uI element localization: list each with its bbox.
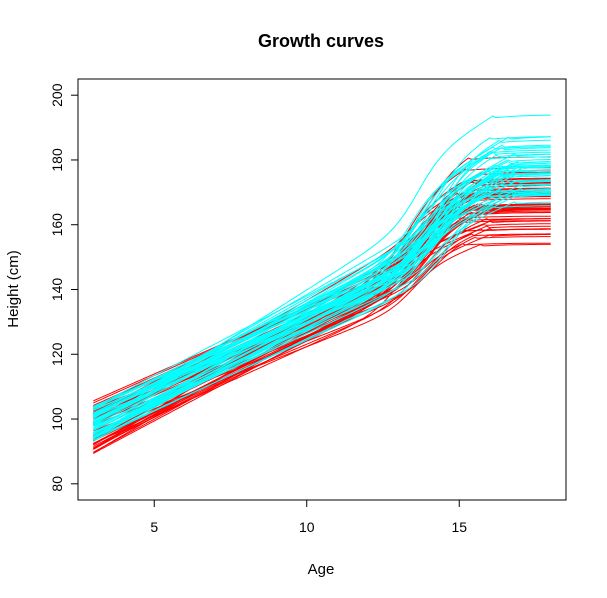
y-tick-label: 200 — [49, 83, 65, 107]
cyan-growth-curve — [93, 201, 551, 439]
x-axis-label: Age — [308, 561, 335, 578]
x-tick-label: 15 — [451, 519, 467, 535]
series-group — [93, 114, 551, 454]
y-axis-label: Height (cm) — [5, 250, 22, 328]
cyan-growth-curve — [93, 190, 551, 418]
y-tick-label: 100 — [49, 407, 65, 431]
y-tick-label: 120 — [49, 342, 65, 366]
cyan-growth-curve — [93, 164, 551, 442]
red-growth-curve — [93, 187, 551, 450]
cyan-growth-curve — [93, 194, 551, 441]
x-axis: 5 10 15 — [150, 499, 467, 535]
cyan-growth-curve — [93, 146, 551, 424]
cyan-growth-curve — [93, 179, 551, 416]
cyan-growth-curve — [93, 156, 551, 409]
red-growth-curve — [93, 242, 551, 436]
x-tick-label: 10 — [299, 519, 315, 535]
cyan-growth-curve — [93, 191, 551, 427]
chart-title: Growth curves — [258, 31, 384, 51]
y-tick-label: 140 — [49, 278, 65, 302]
cyan-growth-curve — [93, 183, 551, 436]
cyan-growth-curve — [93, 168, 551, 410]
y-tick-label: 180 — [49, 148, 65, 172]
cyan-growth-curve — [93, 159, 551, 416]
cyan-growth-curve — [93, 163, 551, 421]
x-tick-label: 5 — [150, 519, 158, 535]
y-axis: 80 100 120 140 160 180 200 — [49, 83, 79, 492]
y-tick-label: 80 — [49, 476, 65, 492]
y-tick-label: 160 — [49, 213, 65, 237]
red-growth-curve — [93, 233, 551, 445]
cyan-growth-curve — [93, 193, 551, 407]
